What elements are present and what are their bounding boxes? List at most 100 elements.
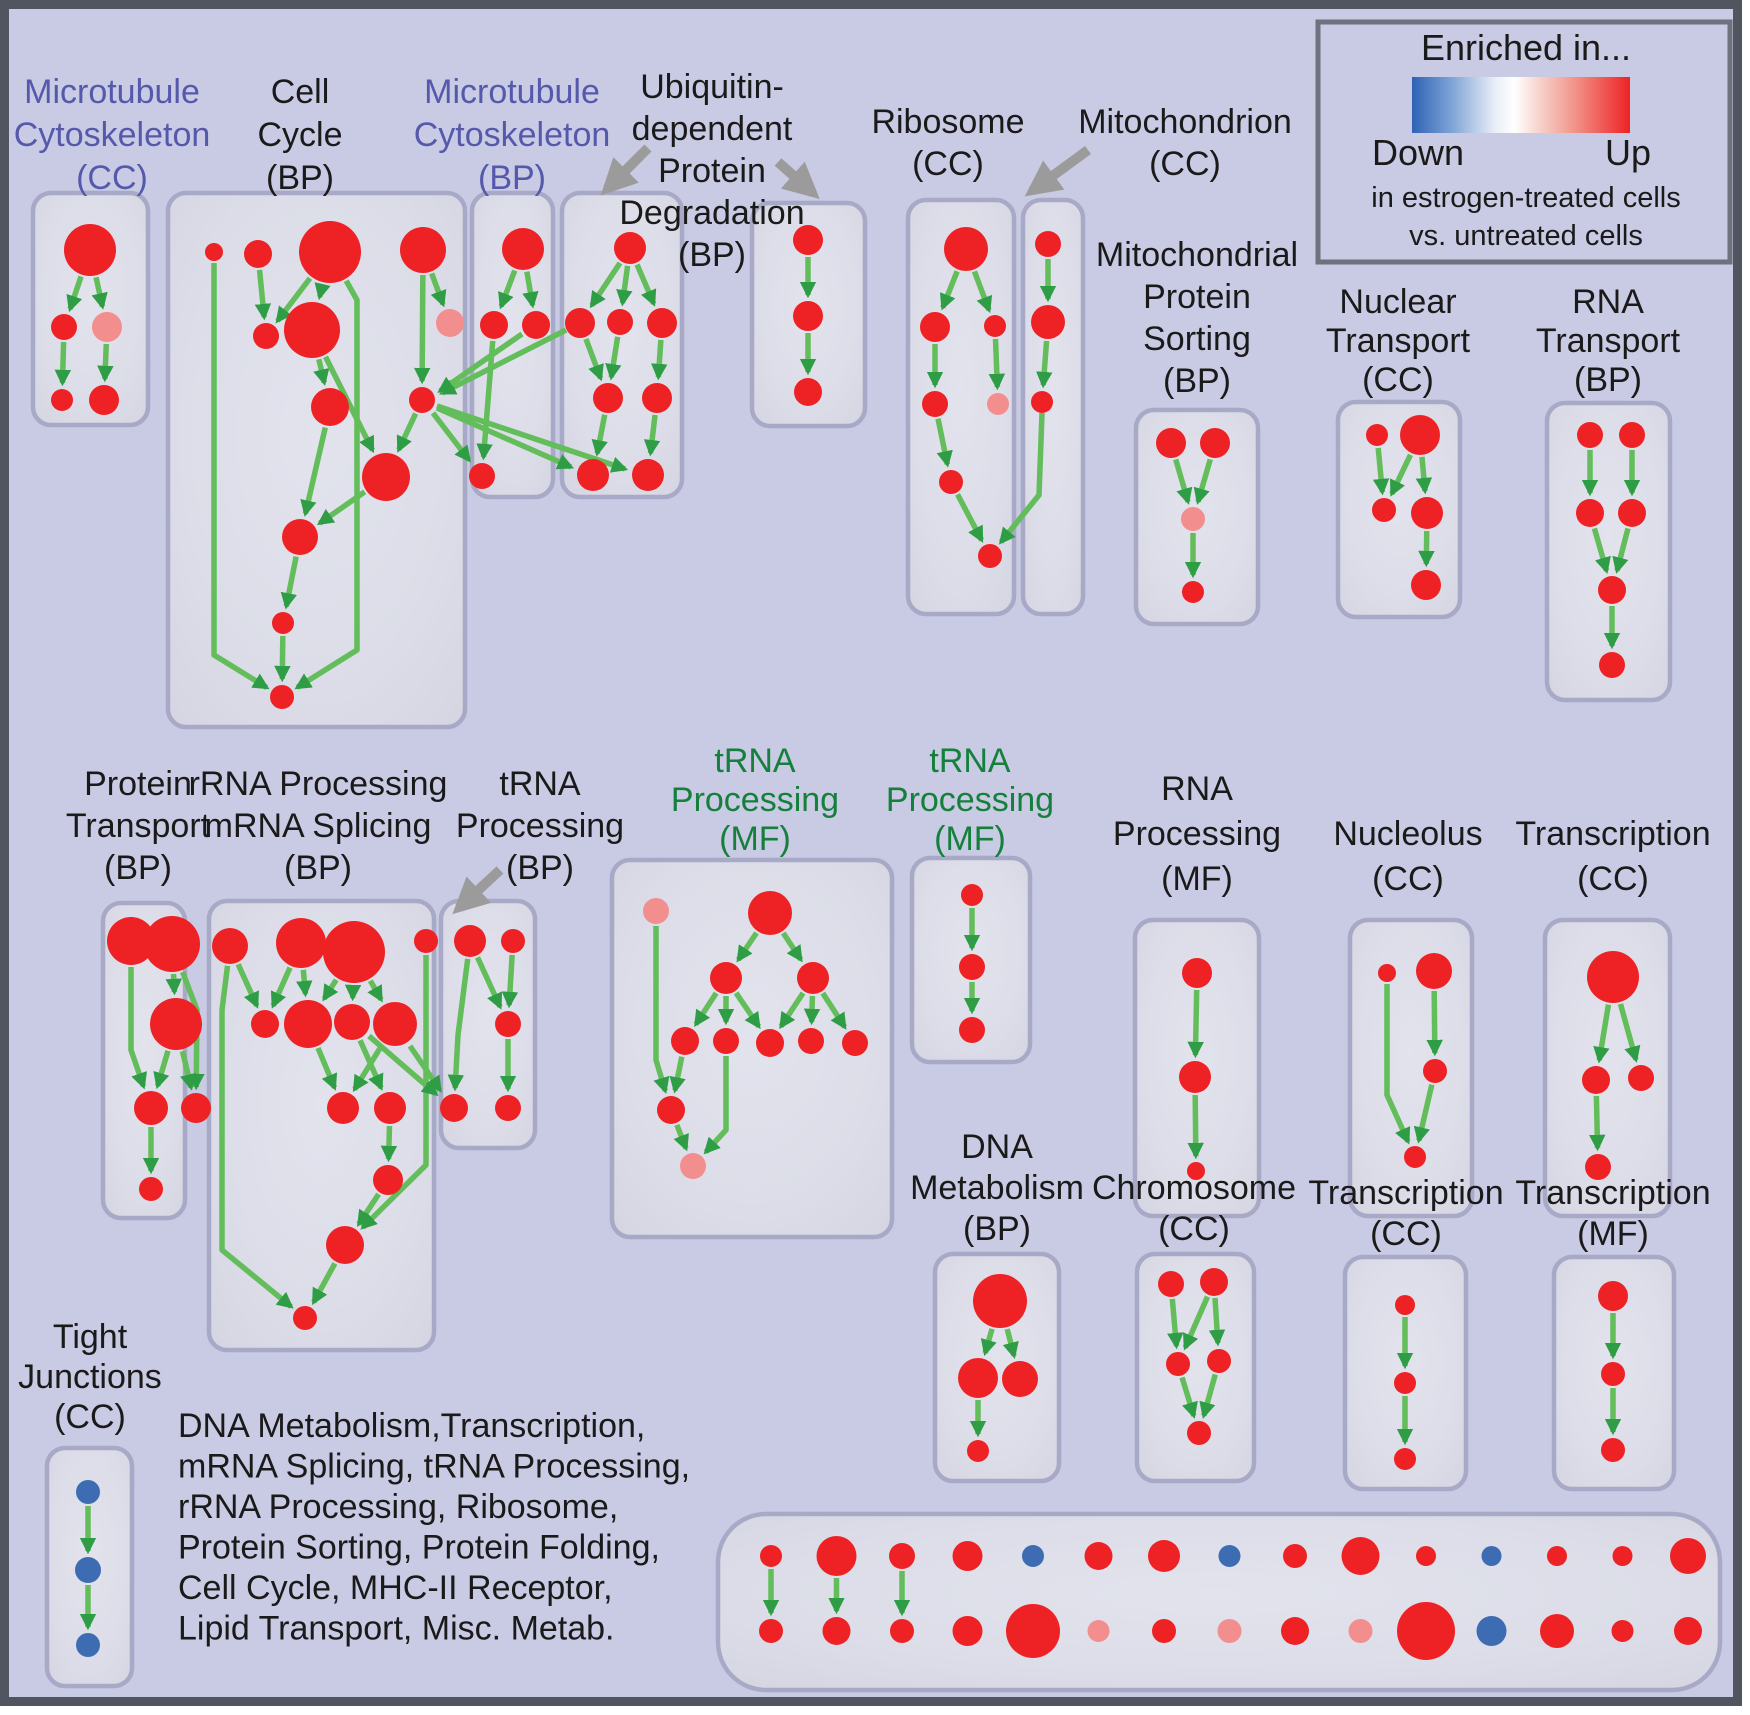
graph-node bbox=[1217, 1619, 1242, 1643]
graph-node bbox=[922, 391, 948, 417]
graph-edge bbox=[396, 412, 419, 453]
graph-node bbox=[710, 962, 742, 994]
graph-node bbox=[632, 459, 664, 491]
graph-edge-cross-ubiq-a-to-cellcycle-hub bbox=[439, 327, 568, 396]
graph-node bbox=[212, 928, 248, 964]
graph-node bbox=[967, 1440, 989, 1462]
cluster-box-chromosome-cc bbox=[1134, 1251, 1257, 1484]
graph-node bbox=[181, 1093, 211, 1123]
graph-node bbox=[1423, 1059, 1447, 1083]
graph-node bbox=[373, 1002, 417, 1046]
graph-node bbox=[647, 308, 677, 338]
graph-edge bbox=[275, 276, 313, 324]
graph-edge bbox=[1002, 1328, 1019, 1359]
graph-edge bbox=[780, 931, 804, 963]
graph-node bbox=[495, 1095, 521, 1121]
graph-node bbox=[51, 389, 73, 411]
graph-edge bbox=[476, 340, 496, 461]
graph-node bbox=[1002, 1361, 1038, 1397]
graph-node bbox=[282, 519, 318, 555]
graph-edge bbox=[778, 991, 806, 1030]
graph-node bbox=[270, 685, 294, 709]
cluster-label: Mitochondrion (CC) bbox=[1078, 103, 1292, 183]
graph-node bbox=[1601, 1438, 1625, 1462]
graph-edge bbox=[429, 272, 447, 308]
graph-edge bbox=[1182, 1295, 1211, 1351]
graph-node bbox=[75, 1557, 101, 1583]
graph-node bbox=[1200, 428, 1230, 458]
graph-node bbox=[253, 323, 279, 349]
graph-edge bbox=[315, 1046, 338, 1091]
graph-node bbox=[1598, 576, 1626, 604]
graph-node bbox=[323, 921, 385, 983]
graph-node bbox=[987, 393, 1009, 415]
cluster-box-mixed-terms-panel bbox=[715, 1511, 1723, 1693]
cluster-label: DNA Metabolism (BP) bbox=[910, 1128, 1084, 1248]
graph-edge bbox=[311, 1262, 338, 1306]
cluster-box-transcription-cc-1 bbox=[1542, 917, 1673, 1219]
graph-node bbox=[1031, 391, 1053, 413]
graph-node bbox=[793, 225, 823, 255]
graph-edge bbox=[673, 1123, 689, 1152]
graph-edge bbox=[1179, 1376, 1198, 1419]
graph-edge bbox=[360, 955, 429, 1230]
graph-node bbox=[51, 314, 77, 340]
graph-node bbox=[1416, 1546, 1436, 1566]
legend-up-label: Up bbox=[1605, 132, 1651, 173]
graph-node bbox=[1372, 498, 1396, 522]
graph-node bbox=[76, 1633, 100, 1657]
graph-edge bbox=[605, 336, 622, 381]
graph-edge bbox=[498, 269, 518, 310]
graph-node bbox=[642, 383, 672, 413]
graph-edge bbox=[583, 337, 604, 382]
legend-down-label: Down bbox=[1372, 132, 1464, 173]
graph-node bbox=[1179, 1061, 1211, 1093]
legend-title: Enriched in... bbox=[1421, 27, 1631, 68]
graph-edge-cross-mitochondrion-to-ribosome bbox=[998, 412, 1045, 545]
trna-bp-pointer-arrow-icon bbox=[452, 866, 504, 915]
graph-node bbox=[961, 884, 983, 906]
graph-node bbox=[1366, 424, 1388, 446]
graph-node bbox=[1087, 1620, 1110, 1642]
graph-edge bbox=[1589, 1095, 1606, 1152]
graph-edge bbox=[219, 965, 294, 1309]
graph-edge bbox=[1372, 447, 1390, 496]
graph-node bbox=[440, 1094, 468, 1122]
cluster-box-nucleolus-cc bbox=[1347, 917, 1475, 1219]
graph-node bbox=[565, 308, 595, 338]
graph-node bbox=[890, 1619, 914, 1643]
graph-node bbox=[794, 378, 822, 406]
ubiquitin-pointer-right-arrow-icon bbox=[774, 158, 820, 199]
merged-clusters-annotation: DNA Metabolism,Transcription, mRNA Splici… bbox=[178, 1407, 690, 1648]
graph-node bbox=[1395, 1295, 1415, 1315]
graph-edge bbox=[128, 967, 147, 1090]
graph-edge bbox=[321, 978, 339, 1002]
graph-node bbox=[643, 898, 669, 924]
graph-edge bbox=[591, 414, 608, 457]
graph-edge bbox=[235, 963, 260, 1009]
graph-edge bbox=[820, 991, 847, 1030]
graph-node bbox=[299, 221, 361, 283]
graph-node bbox=[150, 998, 202, 1050]
graph-node bbox=[577, 459, 609, 491]
graph-edge bbox=[1187, 989, 1204, 1059]
graph-node bbox=[64, 224, 116, 276]
graph-node bbox=[1341, 1537, 1380, 1575]
graph-node bbox=[1283, 1544, 1307, 1568]
graph-node bbox=[326, 1226, 364, 1264]
mitochondrion-pointer-arrow-icon bbox=[1024, 145, 1091, 197]
graph-edge bbox=[447, 958, 471, 1092]
graph-node bbox=[374, 1092, 406, 1124]
graph-node bbox=[1577, 422, 1603, 448]
cluster-label: Transcription (MF) bbox=[1515, 1174, 1710, 1253]
graph-node bbox=[1207, 1349, 1231, 1373]
graph-edge bbox=[274, 635, 291, 683]
graph-node bbox=[607, 309, 633, 335]
graph-node bbox=[205, 243, 223, 261]
graph-node bbox=[1481, 1546, 1502, 1566]
graph-edge bbox=[1389, 453, 1413, 497]
graph-node bbox=[973, 1274, 1027, 1328]
graph-edge bbox=[1193, 458, 1213, 505]
graph-edge bbox=[1426, 990, 1443, 1057]
